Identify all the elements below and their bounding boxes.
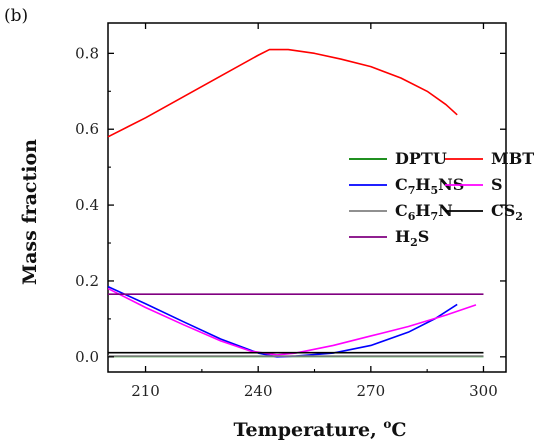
legend-label-dptu: DPTU bbox=[395, 149, 447, 168]
y-tick-label-0: 0.0 bbox=[75, 348, 99, 366]
x-tick-label-240: 240 bbox=[244, 382, 273, 400]
x-tick-label-300: 300 bbox=[469, 382, 498, 400]
x-tick-label-270: 270 bbox=[357, 382, 386, 400]
panel-label: (b) bbox=[4, 6, 28, 26]
legend-label-mbt: MBT bbox=[491, 149, 534, 168]
legend: DPTU MBT C7H5NS S C6H7N CS2 H2S bbox=[349, 149, 534, 249]
y-tick-label-1: 0.2 bbox=[75, 272, 99, 290]
series-layer bbox=[107, 48, 484, 358]
series-line-s bbox=[107, 287, 477, 356]
plot-area bbox=[107, 22, 507, 373]
y-tick-label-3: 0.6 bbox=[75, 120, 99, 138]
plot-frame bbox=[107, 22, 507, 373]
x-axis-title-main: Temperature, bbox=[234, 419, 384, 441]
series-line-c7h5ns bbox=[107, 285, 458, 358]
y-tick-label-4: 0.8 bbox=[75, 44, 99, 62]
legend-label-h2s: H2S bbox=[395, 227, 429, 249]
series-line-mbt bbox=[107, 48, 458, 138]
x-axis-title: Temperature, oC bbox=[234, 417, 407, 441]
axes-layer: 210 240 270 300 0.0 0.2 0.4 0.6 0.8 bbox=[75, 23, 506, 400]
legend-label-c6h7n: C6H7N bbox=[395, 201, 453, 223]
x-axis-title-unit: C bbox=[391, 419, 406, 441]
legend-label-c7h5ns: C7H5NS bbox=[395, 175, 464, 197]
y-axis-title: Mass fraction bbox=[19, 139, 41, 285]
legend-label-cs2: CS2 bbox=[491, 201, 523, 223]
y-tick-label-2: 0.4 bbox=[75, 196, 99, 214]
legend-label-s: S bbox=[491, 175, 503, 194]
x-tick-label-210: 210 bbox=[131, 382, 160, 400]
x-axis-title-sup: o bbox=[383, 417, 391, 431]
